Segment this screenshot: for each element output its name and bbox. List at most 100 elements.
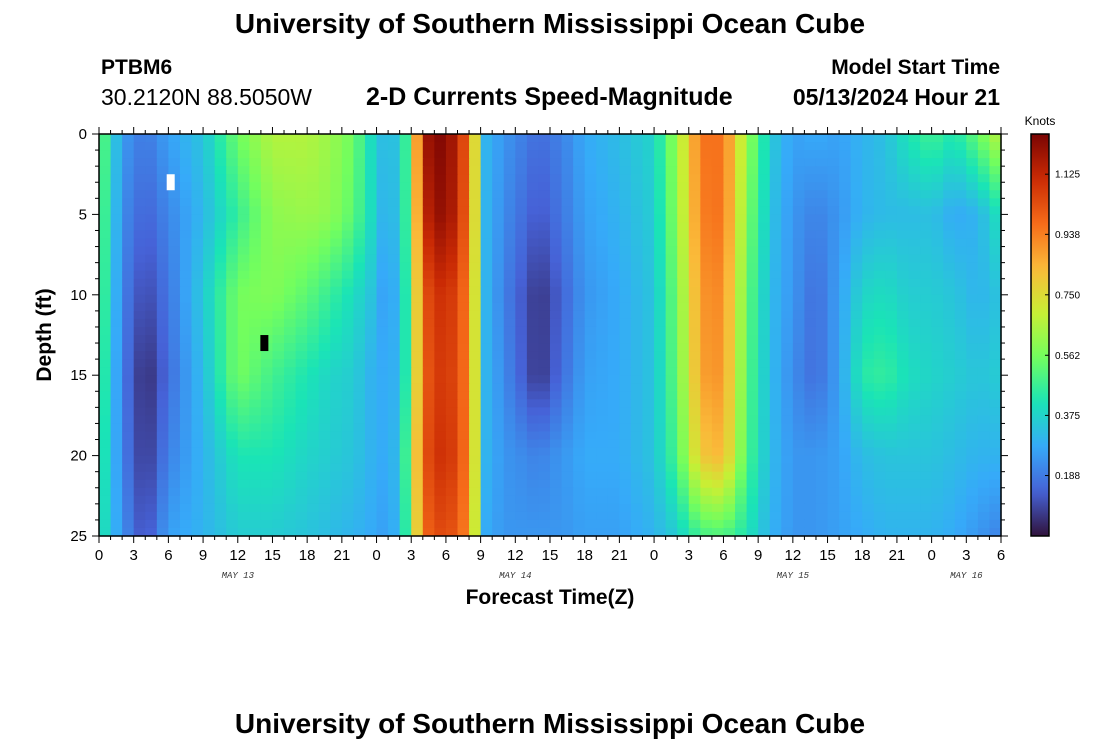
heatmap-cell — [607, 254, 620, 264]
heatmap-cell — [307, 182, 320, 191]
heatmap-cell — [769, 150, 782, 159]
heatmap-cell — [989, 487, 1002, 497]
heatmap-cell — [584, 182, 597, 191]
heatmap-cell — [260, 318, 274, 328]
heatmap-cell — [573, 142, 586, 151]
heatmap-cell — [920, 479, 933, 489]
heatmap-cell — [966, 407, 979, 416]
heatmap-cell — [445, 407, 459, 416]
heatmap-cell — [619, 158, 632, 167]
heatmap-cell — [850, 270, 863, 280]
heatmap-cell — [480, 335, 493, 344]
heatmap-cell — [954, 495, 967, 505]
heatmap-cell — [526, 503, 540, 513]
heatmap-cell — [99, 278, 112, 288]
heatmap-cell — [943, 142, 956, 151]
heatmap-cell — [862, 134, 875, 143]
heatmap-cell — [307, 383, 320, 392]
heatmap-cell — [862, 439, 875, 449]
heatmap-cell — [133, 375, 146, 384]
heatmap-cell — [677, 302, 690, 312]
heatmap-cell — [735, 359, 748, 368]
heatmap-cell — [700, 246, 713, 256]
heatmap-cell — [122, 326, 135, 336]
heatmap-cell — [249, 351, 262, 360]
heatmap-cell — [642, 310, 655, 320]
heatmap-cell — [526, 182, 540, 191]
heatmap-cell — [561, 391, 574, 400]
heatmap-cell — [873, 150, 886, 159]
heatmap-cell — [330, 351, 343, 360]
heatmap-cell — [191, 286, 204, 296]
heatmap-cell — [931, 270, 944, 280]
heatmap-cell — [480, 230, 493, 240]
heatmap-cell — [943, 439, 956, 449]
heatmap-cell — [237, 495, 250, 505]
heatmap-cell — [931, 343, 944, 352]
heatmap-cell — [873, 310, 886, 320]
heatmap-cell — [573, 174, 586, 183]
heatmap-cell — [896, 158, 910, 167]
heatmap-cell — [862, 246, 875, 256]
heatmap-cell — [561, 254, 574, 264]
heatmap-cell — [989, 455, 1002, 465]
heatmap-cell — [642, 447, 655, 457]
heatmap-cell — [584, 286, 597, 296]
heatmap-cell — [665, 503, 678, 513]
heatmap-cell — [526, 423, 540, 433]
heatmap-cell — [827, 367, 840, 376]
heatmap-cell — [434, 407, 447, 416]
heatmap-cell — [295, 391, 308, 400]
heatmap-cell — [862, 206, 875, 215]
heatmap-cell — [526, 519, 540, 529]
heatmap-cell — [284, 238, 297, 248]
heatmap-cell — [758, 503, 771, 513]
heatmap-cell — [318, 407, 331, 416]
heatmap-cell — [179, 222, 193, 232]
heatmap-cell — [237, 310, 250, 320]
heatmap-cell — [214, 335, 227, 344]
heatmap-cell — [399, 150, 412, 159]
heatmap-cell — [480, 286, 493, 296]
heatmap-cell — [434, 487, 447, 497]
heatmap-cell — [862, 182, 875, 191]
heatmap-cell — [133, 391, 146, 400]
heatmap-cell — [873, 463, 886, 473]
heatmap-cell — [469, 254, 482, 264]
heatmap-cell — [896, 455, 910, 465]
heatmap-cell — [295, 447, 308, 457]
heatmap-cell — [619, 479, 632, 489]
heatmap-cell — [723, 471, 736, 481]
heatmap-cell — [573, 294, 586, 304]
heatmap-cell — [723, 262, 736, 272]
heatmap-cell — [550, 238, 563, 248]
heatmap-cell — [284, 310, 297, 320]
heatmap-cell — [191, 479, 204, 489]
heatmap-cell — [469, 142, 482, 151]
heatmap-cell — [399, 367, 412, 376]
heatmap-cell — [203, 310, 216, 320]
heatmap-cell — [596, 318, 609, 328]
heatmap-cell — [214, 511, 227, 521]
heatmap-cell — [873, 423, 886, 433]
heatmap-cell — [735, 174, 748, 183]
heatmap-cell — [122, 479, 135, 489]
heatmap-cell — [908, 238, 921, 248]
heatmap-cell — [792, 431, 806, 441]
heatmap-cell — [526, 286, 540, 296]
heatmap-cell — [688, 439, 701, 449]
heatmap-cell — [503, 383, 516, 392]
heatmap-cell — [318, 230, 331, 240]
heatmap-cell — [422, 166, 435, 175]
heatmap-cell — [954, 262, 967, 272]
heatmap-cell — [226, 519, 239, 529]
heatmap-cell — [364, 294, 378, 304]
heatmap-cell — [480, 262, 493, 272]
heatmap-cell — [746, 359, 759, 368]
heatmap-cell — [457, 503, 470, 513]
heatmap-cell — [434, 463, 447, 473]
heatmap-cell — [515, 367, 528, 376]
heatmap-cell — [989, 318, 1002, 328]
heatmap-cell — [249, 335, 262, 344]
heatmap-cell — [318, 182, 331, 191]
